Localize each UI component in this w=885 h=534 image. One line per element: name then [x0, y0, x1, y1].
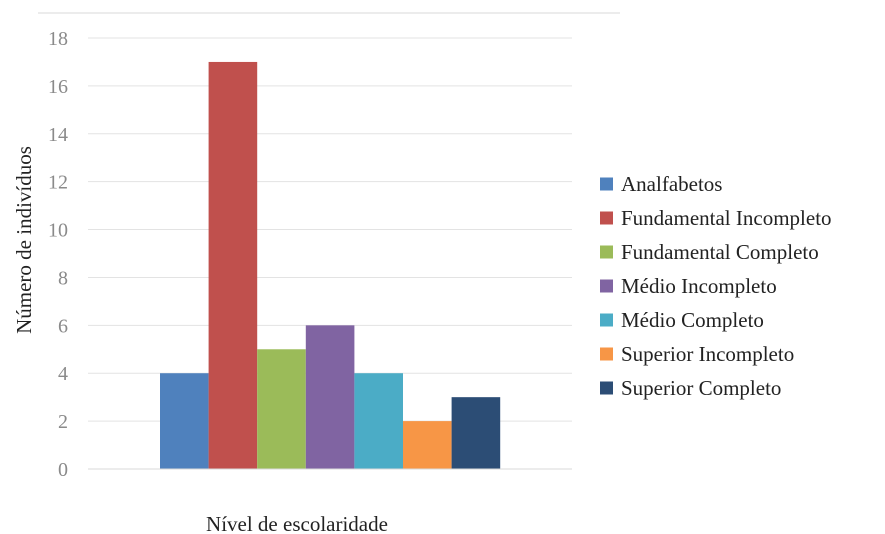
bars [160, 61, 501, 469]
legend-swatch-fundamental-completo [600, 245, 613, 259]
bar-fundamental-incompleto [208, 61, 258, 469]
y-tick-labels: 0 2 4 6 8 10 12 14 16 18 [48, 28, 68, 481]
bar-medio-incompleto [305, 325, 355, 469]
bar-fundamental-completo [257, 349, 306, 469]
bar-medio-completo [354, 373, 403, 469]
y-tick-label-8: 8 [58, 267, 68, 289]
y-tick-label-0: 0 [58, 459, 68, 481]
legend: Analfabetos Fundamental Incompleto Fundame… [600, 172, 832, 400]
legend-swatch-superior-completo [600, 381, 613, 395]
legend-label-fundamental-incompleto: Fundamental Incompleto [621, 206, 832, 230]
legend-swatch-superior-incompleto [600, 347, 613, 361]
legend-swatch-fundamental-incompleto [600, 211, 613, 225]
y-tick-label-16: 16 [48, 76, 68, 98]
legend-swatch-medio-completo [600, 313, 613, 327]
y-tick-label-12: 12 [48, 172, 68, 194]
legend-label-fundamental-completo: Fundamental Completo [621, 240, 819, 264]
y-axis-title: Número de indivíduos [12, 146, 36, 334]
legend-label-analfabetos: Analfabetos [621, 172, 722, 196]
x-axis-title: Nível de escolaridade [206, 512, 388, 534]
bar-analfabetos [160, 373, 209, 469]
y-tick-label-10: 10 [48, 220, 68, 242]
legend-swatch-analfabetos [600, 177, 613, 191]
y-tick-label-14: 14 [48, 124, 68, 146]
y-tick-label-6: 6 [58, 315, 68, 337]
legend-label-medio-incompleto: Médio Incompleto [621, 274, 777, 298]
legend-label-superior-completo: Superior Completo [621, 376, 781, 400]
bar-superior-completo [451, 397, 501, 469]
y-tick-label-18: 18 [48, 28, 68, 50]
legend-label-superior-incompleto: Superior Incompleto [621, 342, 794, 366]
legend-swatch-medio-incompleto [600, 279, 613, 293]
legend-label-medio-completo: Médio Completo [621, 308, 764, 332]
y-tick-label-2: 2 [58, 411, 68, 433]
y-tick-label-4: 4 [58, 363, 68, 385]
bar-superior-incompleto [403, 421, 452, 469]
